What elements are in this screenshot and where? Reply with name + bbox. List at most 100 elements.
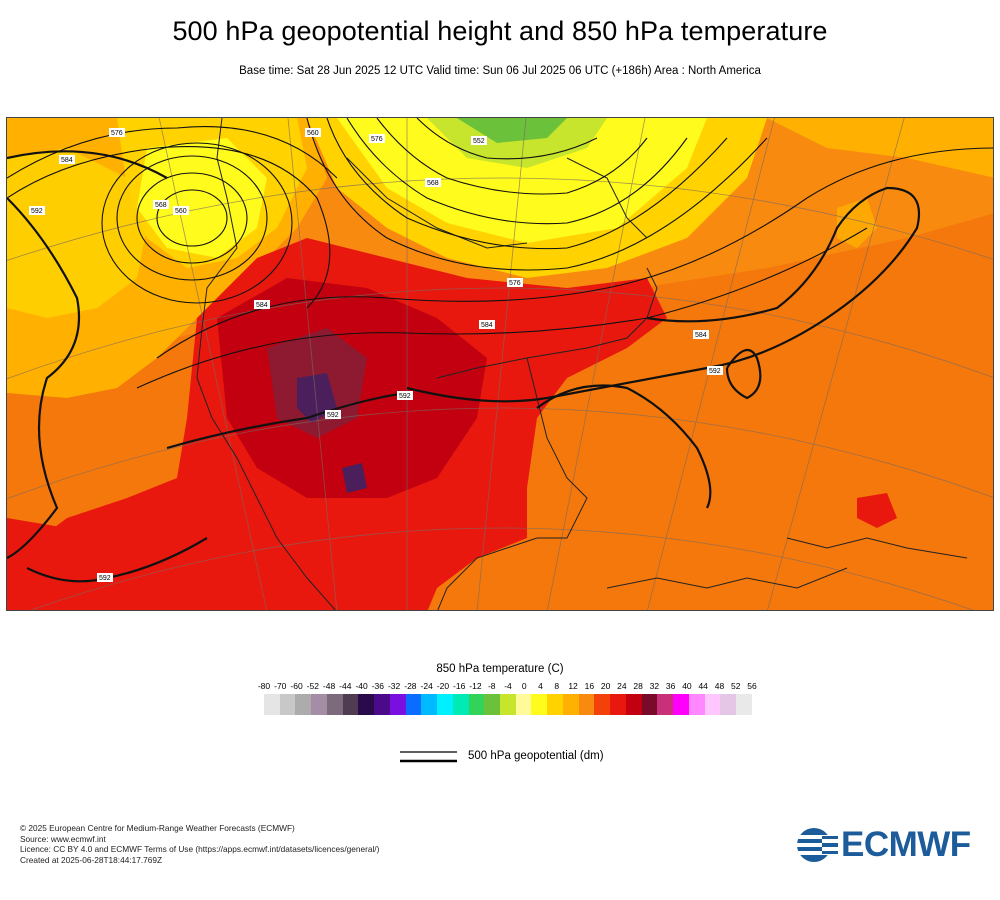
chart-title: 500 hPa geopotential height and 850 hPa …: [172, 16, 828, 46]
legend-tick-label: -4: [504, 681, 512, 691]
contour-label: 560: [307, 130, 319, 137]
ecmwf-logo[interactable]: ECMWF: [795, 826, 985, 864]
chart-subtitle: Base time: Sat 28 Jun 2025 12 UTC Valid …: [239, 65, 761, 77]
legend-title: 850 hPa temperature (C): [436, 663, 564, 675]
legend-swatch: [484, 694, 501, 715]
contour-label: 592: [31, 208, 43, 215]
legend-tick-label: -36: [371, 681, 385, 691]
contour-label: 592: [709, 368, 721, 375]
temperature-field-yellow-low: [137, 138, 267, 258]
contour-label: 576: [509, 280, 521, 287]
legend-swatch: [421, 694, 438, 715]
legend-swatch: [374, 694, 390, 715]
legend-tick-label: -44: [339, 681, 352, 691]
temperature-field-yellow-north: [337, 118, 707, 243]
legend-tick-label: -28: [404, 681, 417, 691]
legend-tick-label: 52: [730, 681, 741, 691]
legend-swatch: [500, 694, 516, 715]
contour-label: 552: [473, 138, 485, 145]
temperature-field-gold-ne: [767, 118, 993, 178]
legend-tick-label: -80: [257, 681, 271, 691]
geopotential-contours-bold: [7, 150, 921, 583]
footer-copyright: © 2025 European Centre for Medium-Range …: [20, 823, 295, 833]
legend-swatch: [657, 694, 674, 715]
legend-swatch: [641, 694, 658, 715]
legend-swatch: [704, 694, 721, 715]
contour-label: 576: [111, 130, 123, 137]
temperature-field-purple-south: [342, 463, 367, 493]
legend-swatch: [610, 694, 626, 715]
graticule: [7, 118, 993, 610]
legend-swatch: [342, 694, 359, 715]
contour-label: 592: [99, 575, 111, 582]
legend-tick-label: -12: [469, 681, 482, 691]
legend-tick-label: -24: [420, 681, 433, 691]
footer-created: Created at 2025-06-28T18:44:17.769Z: [20, 854, 163, 865]
legend-tick-label: 36: [665, 681, 676, 691]
legend-tick-label: 28: [633, 681, 643, 691]
legend-tick-label: -52: [306, 681, 319, 691]
contour-label: 584: [695, 332, 707, 339]
legend-swatch: [311, 694, 327, 715]
temperature-field-green: [457, 118, 567, 143]
legend-swatch: [688, 694, 705, 715]
temperature-field-gold-atlantic: [837, 198, 877, 248]
contour-label: 576: [371, 136, 383, 143]
contour-label: 568: [155, 202, 167, 209]
legend-swatch: [594, 694, 611, 715]
legend-swatch: [468, 694, 485, 715]
legend-swatch: [720, 694, 737, 715]
legend-tick-label: -32: [387, 681, 401, 691]
legend-tick-label: 24: [617, 681, 627, 691]
footer-source: Source: www.ecmwf.int: [20, 833, 106, 844]
legend-tick-label: -20: [436, 681, 450, 691]
ecmwf-logo-icon: [795, 828, 841, 862]
legend-tick-label: -60: [290, 681, 303, 691]
legend-tick-label: 20: [600, 681, 611, 691]
legend-swatch: [326, 694, 343, 715]
legend-swatch: [264, 694, 280, 715]
legend-swatch: [437, 694, 453, 715]
legend-swatch: [625, 694, 642, 715]
legend-swatch: [578, 694, 595, 715]
legend-color-bar: [264, 694, 752, 715]
temperature-field-red-caribbean: [857, 493, 897, 528]
contour-label: 568: [427, 180, 439, 187]
legend-tick-label: -70: [274, 681, 287, 691]
temperature-field-red-sw: [7, 518, 135, 610]
legend-swatch: [736, 694, 752, 715]
legend-tick-labels: -80 -70 -60 -52 -48 -44 -40 -36 -32 -28 -24 -20 -16-…: [238, 681, 764, 693]
legend-tick-label: 4: [538, 681, 543, 691]
contour-label: 584: [256, 302, 268, 309]
contour-label: 584: [61, 157, 73, 164]
legend-tick-label: 56: [747, 681, 757, 691]
map-canvas: 576 584 592 568 560 560 576 584 584 592 …: [7, 118, 993, 610]
legend-tick-label: -48: [322, 681, 336, 691]
legend-swatch: [515, 694, 532, 715]
legend-swatch: [673, 694, 689, 715]
legend-tick-label: 44: [698, 681, 708, 691]
legend-swatch: [405, 694, 422, 715]
forecast-map[interactable]: 576 584 592 568 560 560 576 584 584 592 …: [6, 117, 994, 611]
legend-swatch: [358, 694, 375, 715]
contour-label: 584: [481, 322, 493, 329]
temperature-field-lime: [427, 118, 607, 168]
geopotential-legend-label: 500 hPa geopotential (dm): [468, 750, 604, 762]
legend-tick-label: 32: [649, 681, 660, 691]
legend-tick-label: 8: [554, 681, 560, 691]
footer-licence: Licence: CC BY 4.0 and ECMWF Terms of Us…: [20, 844, 380, 854]
ecmwf-logo-text: ECMWF: [841, 825, 971, 864]
legend-swatch: [547, 694, 563, 715]
contour-label: 560: [175, 208, 187, 215]
footer-credits: © 2025 European Centre for Medium-Range …: [20, 823, 379, 865]
legend-tick-label: -40: [355, 681, 368, 691]
contour-labels: 576 584 592 568 560 560 576 584 584 592 …: [29, 128, 723, 582]
legend-swatch: [279, 694, 296, 715]
geopotential-legend-line-icon: [400, 751, 457, 763]
legend-swatch: [562, 694, 579, 715]
legend-swatch: [531, 694, 548, 715]
temperature-field-amber-west: [7, 148, 147, 318]
legend-swatch: [452, 694, 469, 715]
legend-tick-label: 12: [568, 681, 578, 691]
coastlines: [196, 118, 968, 610]
